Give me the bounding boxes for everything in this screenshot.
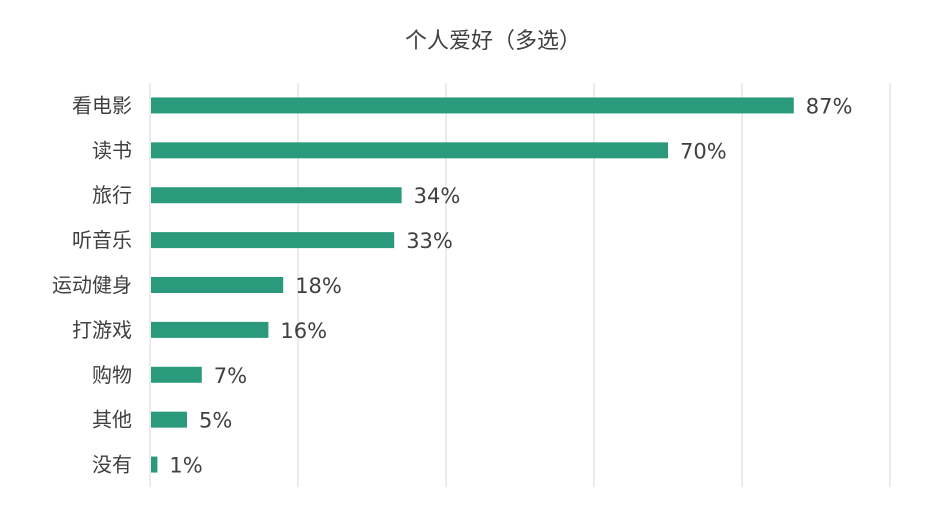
bar <box>151 142 668 159</box>
category-label: 听音乐 <box>72 228 132 252</box>
data-label: 70% <box>680 139 727 163</box>
data-label: 33% <box>406 229 453 253</box>
category-label: 运动健身 <box>52 273 132 297</box>
category-label: 购物 <box>92 363 132 387</box>
bar <box>151 366 202 383</box>
bar <box>151 97 794 114</box>
category-label: 读书 <box>92 138 132 162</box>
data-label: 16% <box>280 319 327 343</box>
bar <box>151 411 187 428</box>
bar <box>151 277 284 293</box>
category-label: 看电影 <box>72 93 132 117</box>
data-label: 7% <box>214 364 247 388</box>
bar <box>151 321 269 338</box>
category-label: 其他 <box>92 408 132 432</box>
category-label: 没有 <box>92 453 132 477</box>
bar <box>151 187 402 204</box>
chart-title: 个人爱好（多选） <box>405 29 581 54</box>
data-label: 18% <box>295 274 342 298</box>
bar <box>151 456 158 473</box>
data-label: 87% <box>806 94 853 118</box>
bar <box>151 232 395 249</box>
category-label: 旅行 <box>92 183 132 207</box>
category-label: 打游戏 <box>72 318 132 342</box>
data-label: 1% <box>169 454 202 478</box>
data-label: 34% <box>414 184 461 208</box>
data-label: 5% <box>199 409 232 433</box>
